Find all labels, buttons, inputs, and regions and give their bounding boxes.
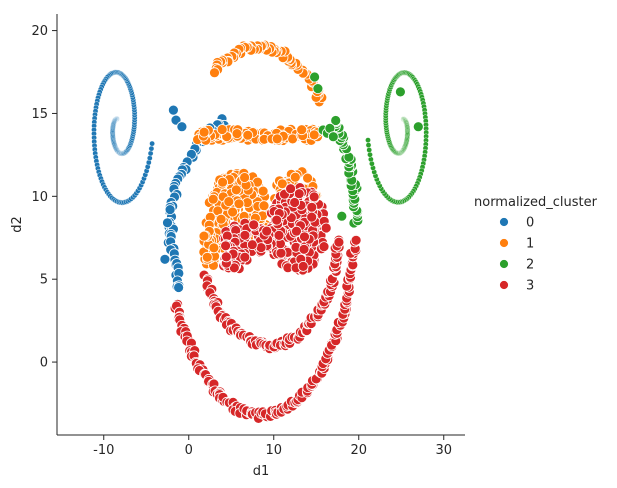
legend-label-0: 0: [526, 216, 534, 231]
data-point: [271, 133, 283, 145]
data-point: [239, 172, 251, 183]
data-point: [302, 172, 314, 184]
data-point: [289, 171, 301, 183]
legend-marker-3: [499, 280, 509, 290]
data-point: [320, 222, 332, 234]
data-point: [223, 196, 235, 208]
data-point: [285, 183, 297, 195]
data-point: [146, 155, 153, 161]
data-point: [296, 124, 308, 136]
data-point: [289, 197, 301, 208]
data-point: [350, 234, 362, 246]
data-point: [228, 262, 240, 274]
data-point: [207, 193, 219, 205]
data-point: [198, 230, 210, 242]
data-point: [297, 260, 309, 272]
y-tick-label: 5: [40, 273, 48, 288]
data-point: [164, 204, 176, 216]
data-point: [299, 231, 310, 243]
data-point: [149, 140, 155, 147]
data-point: [220, 240, 232, 252]
data-point: [271, 214, 283, 226]
data-point: [248, 219, 260, 231]
data-point: [239, 251, 251, 263]
data-point: [173, 282, 185, 293]
data-point: [261, 225, 273, 237]
data-point: [367, 151, 373, 158]
data-point: [257, 185, 269, 197]
data-point: [162, 217, 173, 229]
data-point: [176, 121, 188, 133]
data-point: [365, 142, 372, 148]
legend-marker-0: [499, 217, 509, 227]
x-axis-label: d1: [253, 464, 270, 479]
data-point: [201, 251, 213, 263]
data-point: [298, 243, 310, 255]
data-point: [365, 137, 371, 143]
data-point: [312, 83, 324, 94]
x-tick-label: -10: [93, 443, 114, 458]
legend-title: normalized_cluster: [474, 195, 598, 210]
data-point: [273, 229, 285, 241]
data-point: [147, 150, 154, 157]
legend-label-2: 2: [526, 258, 534, 273]
data-point: [242, 129, 254, 141]
y-tick-label: 10: [31, 190, 48, 205]
data-point: [276, 178, 288, 190]
data-point: [231, 128, 243, 140]
data-point: [167, 104, 179, 116]
legend: normalized_cluster 0 1 2 3: [474, 195, 598, 294]
data-point: [159, 253, 171, 265]
data-point: [230, 184, 242, 196]
data-point: [258, 200, 270, 212]
axes: -10 0 10 20 30 0 5 10 15 20 d1 d2: [10, 14, 465, 479]
data-point: [368, 156, 374, 163]
data-point: [209, 67, 220, 79]
data-point: [308, 129, 320, 141]
legend-marker-2: [499, 259, 509, 269]
y-tick-label: 20: [31, 24, 48, 39]
x-tick-label: 10: [265, 443, 282, 458]
data-point: [327, 131, 339, 143]
y-tick-label: 15: [31, 107, 48, 122]
data-point: [291, 225, 302, 237]
plot-points: [91, 39, 430, 424]
x-tick-label: 30: [435, 443, 452, 458]
data-point: [306, 211, 318, 223]
x-tick-label: 0: [185, 443, 193, 458]
data-point: [330, 115, 342, 126]
data-point: [394, 86, 406, 98]
data-point: [217, 176, 229, 188]
data-point: [318, 241, 330, 253]
data-point: [216, 124, 228, 135]
x-tick-label: 20: [350, 443, 367, 458]
data-point: [366, 147, 373, 153]
data-point: [309, 71, 321, 83]
y-axis-label: d2: [10, 216, 25, 233]
data-point: [246, 239, 258, 251]
data-point: [412, 121, 424, 133]
series-2: [309, 69, 430, 229]
series-3: [169, 182, 362, 424]
legend-marker-1: [499, 238, 509, 248]
data-point: [333, 236, 345, 248]
data-point: [208, 242, 220, 254]
data-point: [239, 229, 251, 241]
data-point: [215, 213, 227, 225]
y-tick-label: 0: [40, 356, 48, 371]
data-point: [308, 191, 320, 203]
data-point: [198, 126, 210, 138]
legend-label-3: 3: [526, 279, 534, 294]
data-point: [148, 145, 155, 152]
data-point: [233, 198, 245, 210]
data-point: [306, 201, 318, 213]
data-point: [227, 206, 239, 218]
data-point: [275, 247, 287, 259]
data-point: [220, 251, 232, 263]
data-point: [336, 210, 348, 222]
legend-label-1: 1: [526, 237, 534, 252]
